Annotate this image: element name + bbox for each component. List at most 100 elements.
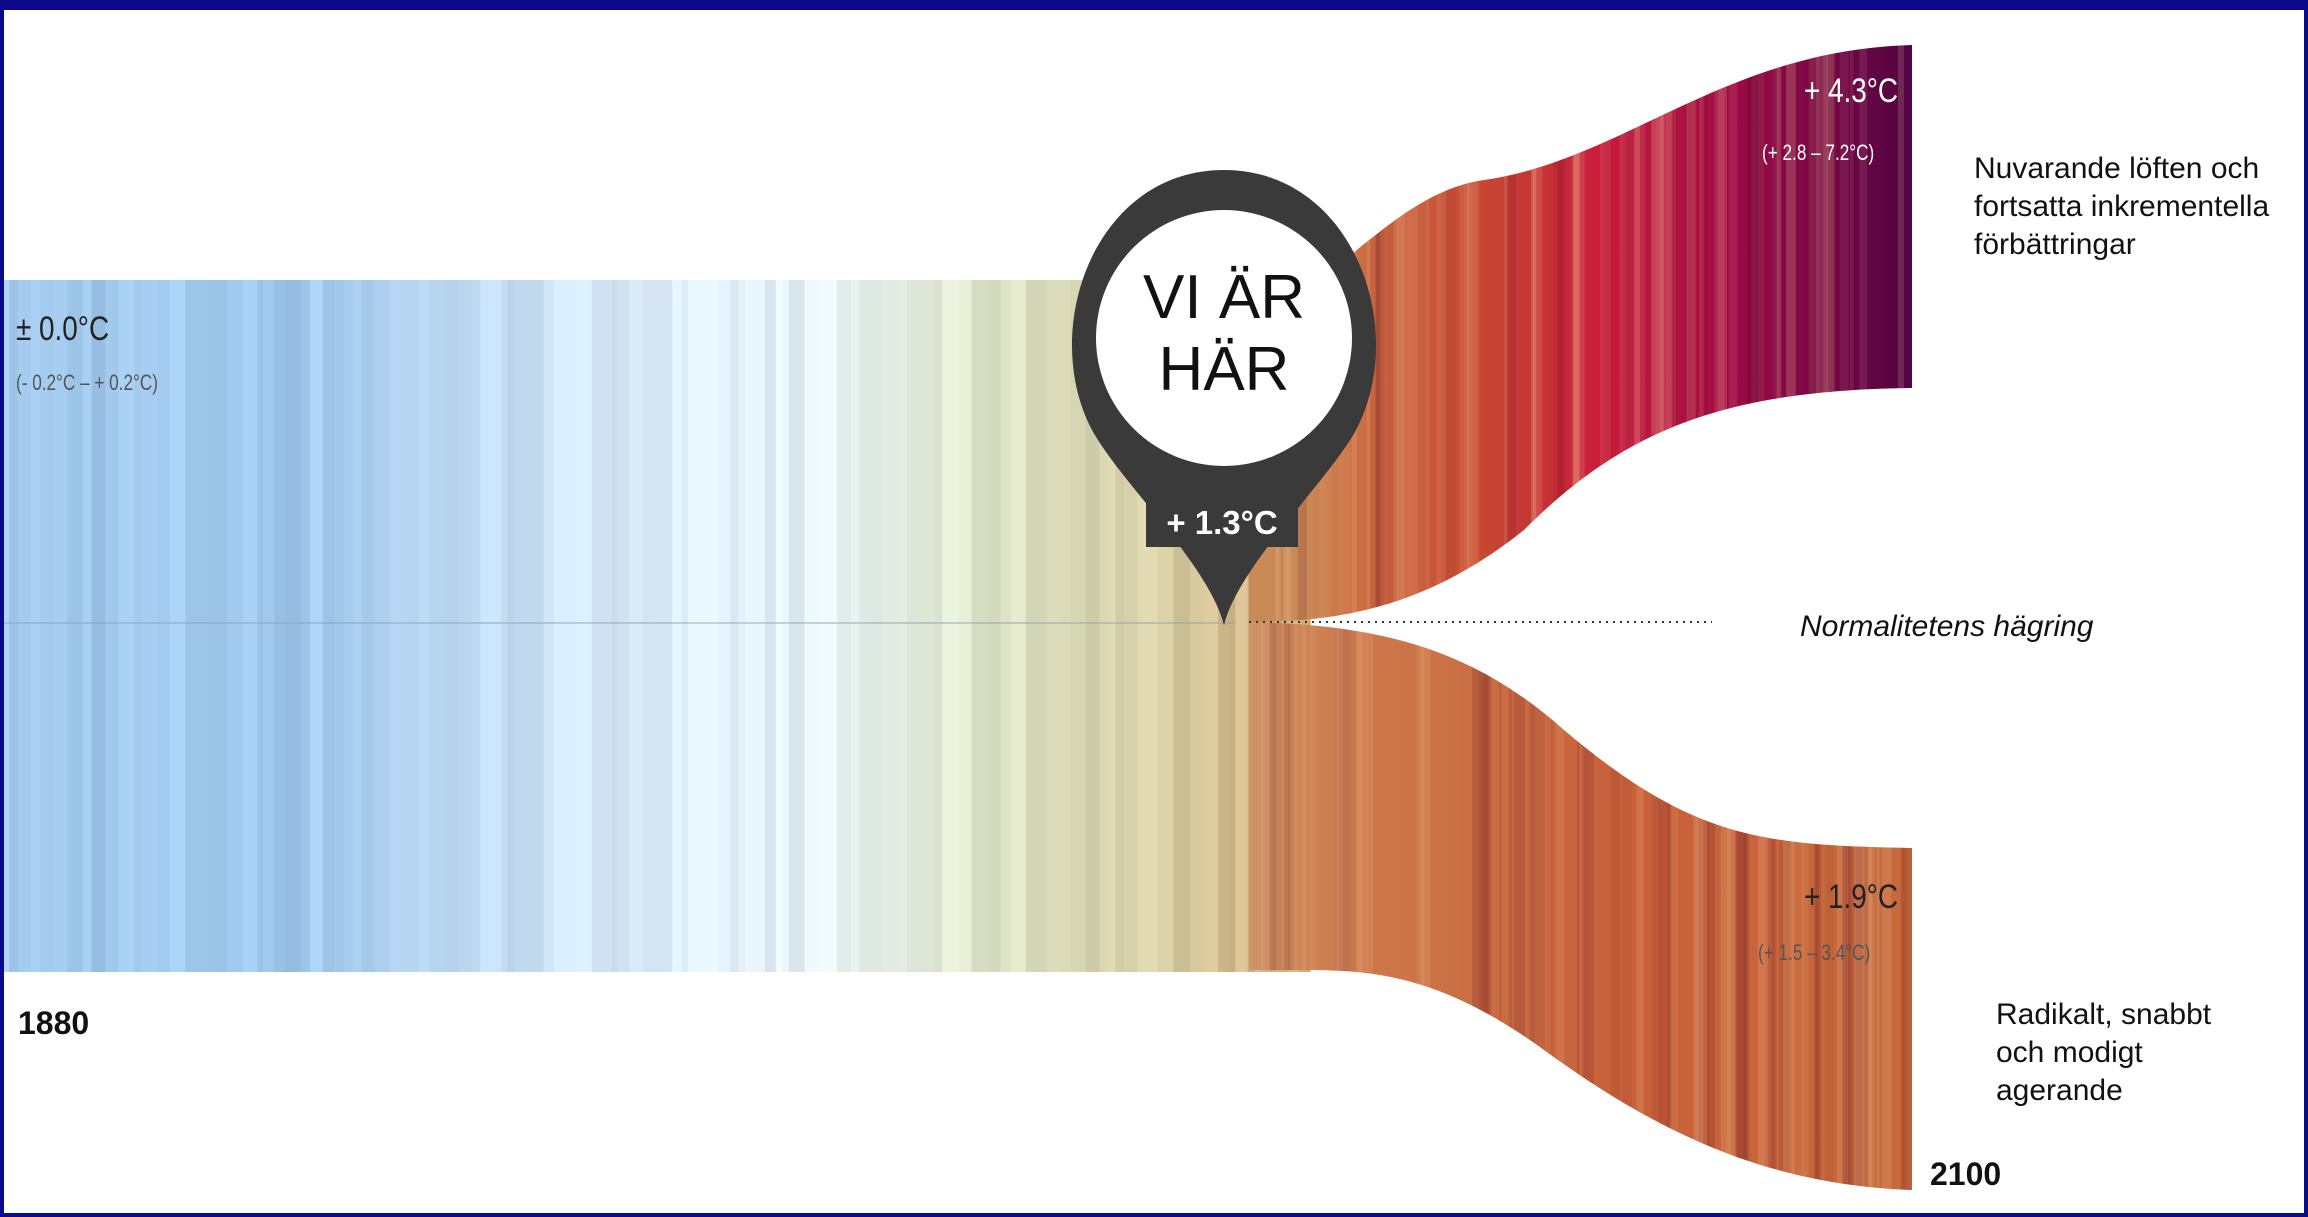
stripe	[1853, 622, 1865, 1190]
stripe	[156, 280, 171, 972]
stripe	[1386, 45, 1396, 622]
stripe	[1334, 622, 1342, 1190]
stripe	[40, 280, 55, 972]
stripe	[738, 280, 747, 972]
stripe	[1813, 622, 1821, 1190]
stripe	[429, 280, 447, 972]
stripe	[1827, 45, 1836, 622]
stripe	[1823, 45, 1834, 622]
stripe	[1828, 45, 1839, 622]
stripe	[1436, 45, 1442, 622]
stripe	[1273, 622, 1282, 1190]
stripe	[711, 280, 719, 972]
stripe	[1557, 45, 1565, 622]
stripe	[1747, 45, 1759, 622]
stripe	[1099, 280, 1109, 972]
stripe	[1376, 45, 1386, 622]
stripe	[1884, 45, 1891, 622]
stripe	[1686, 45, 1696, 622]
stripe	[1854, 622, 1865, 1190]
stripe	[1584, 622, 1594, 1190]
stripe	[1826, 622, 1834, 1190]
start-year-label: 1880	[18, 1005, 90, 1041]
stripe	[1714, 45, 1728, 622]
pin-marker	[1071, 170, 1377, 625]
stripe	[17, 280, 32, 972]
stripe	[1420, 45, 1427, 622]
stripe	[91, 280, 106, 972]
stripe	[1756, 45, 1763, 622]
stripe	[693, 280, 707, 972]
stripe	[1339, 622, 1348, 1190]
stripe	[471, 280, 481, 972]
stripe	[1356, 622, 1363, 1190]
stripe	[751, 280, 766, 972]
stripe	[1667, 622, 1672, 1190]
stripe	[1792, 622, 1805, 1190]
stripe	[1479, 622, 1490, 1190]
stripe	[1504, 45, 1508, 622]
stripe	[322, 280, 335, 972]
stripe	[1036, 280, 1048, 972]
stripe	[4, 280, 10, 972]
stripe	[1757, 622, 1769, 1190]
stripe	[1463, 45, 1474, 622]
stripe	[1513, 622, 1526, 1190]
start-temp-label: ± 0.0°C	[16, 310, 110, 348]
stripe	[1619, 45, 1625, 622]
stripe	[1011, 280, 1027, 972]
stripe	[543, 280, 555, 972]
stripe	[1622, 45, 1632, 622]
stripe	[788, 280, 805, 972]
stripe	[1783, 622, 1795, 1190]
stripe	[1655, 45, 1665, 622]
warming-stripes-diagram	[4, 45, 1912, 1190]
stripe	[1553, 45, 1563, 622]
stripe	[1046, 280, 1061, 972]
stripe	[898, 280, 908, 972]
stripe	[1419, 45, 1429, 622]
stripe	[1442, 45, 1446, 622]
stripe	[1260, 622, 1269, 1190]
stripe	[1530, 622, 1537, 1190]
stripe	[1532, 45, 1536, 622]
stripe	[1283, 622, 1291, 1190]
stripe	[820, 280, 838, 972]
stripe	[1839, 45, 1849, 622]
stripe	[1338, 622, 1347, 1190]
stripe	[1481, 622, 1491, 1190]
stripe	[576, 280, 593, 972]
stripe	[1341, 622, 1349, 1190]
stripe	[1859, 45, 1868, 622]
stripe	[1624, 45, 1634, 622]
stripe	[1720, 622, 1732, 1190]
stripe	[1772, 45, 1783, 622]
stripe	[1699, 45, 1704, 622]
stripe	[1778, 622, 1791, 1190]
stripe	[1472, 622, 1481, 1190]
stripe	[1483, 622, 1490, 1190]
stripe	[284, 280, 302, 972]
stripe	[1729, 45, 1738, 622]
stripe	[1881, 622, 1892, 1190]
stripe	[480, 280, 496, 972]
stripe	[764, 280, 777, 972]
stripe	[1765, 622, 1777, 1190]
stripe	[1459, 45, 1470, 622]
stripe	[1504, 45, 1510, 622]
stripe	[257, 280, 264, 972]
stripe	[1909, 45, 1912, 622]
stripe	[859, 280, 876, 972]
stripe	[1693, 622, 1704, 1190]
stripe	[1610, 622, 1620, 1190]
stripe	[1288, 622, 1298, 1190]
stripe	[374, 280, 392, 972]
stripe	[1849, 45, 1854, 622]
stripe	[1665, 45, 1676, 622]
stripe	[1660, 45, 1672, 622]
stripe	[1579, 622, 1583, 1190]
lower-temp-range: (+ 1.5 – 3.4°C)	[1758, 940, 1871, 965]
pin-label: VI ÄR HÄR	[1094, 262, 1354, 406]
stripe	[1634, 45, 1640, 622]
stripe	[405, 280, 420, 972]
